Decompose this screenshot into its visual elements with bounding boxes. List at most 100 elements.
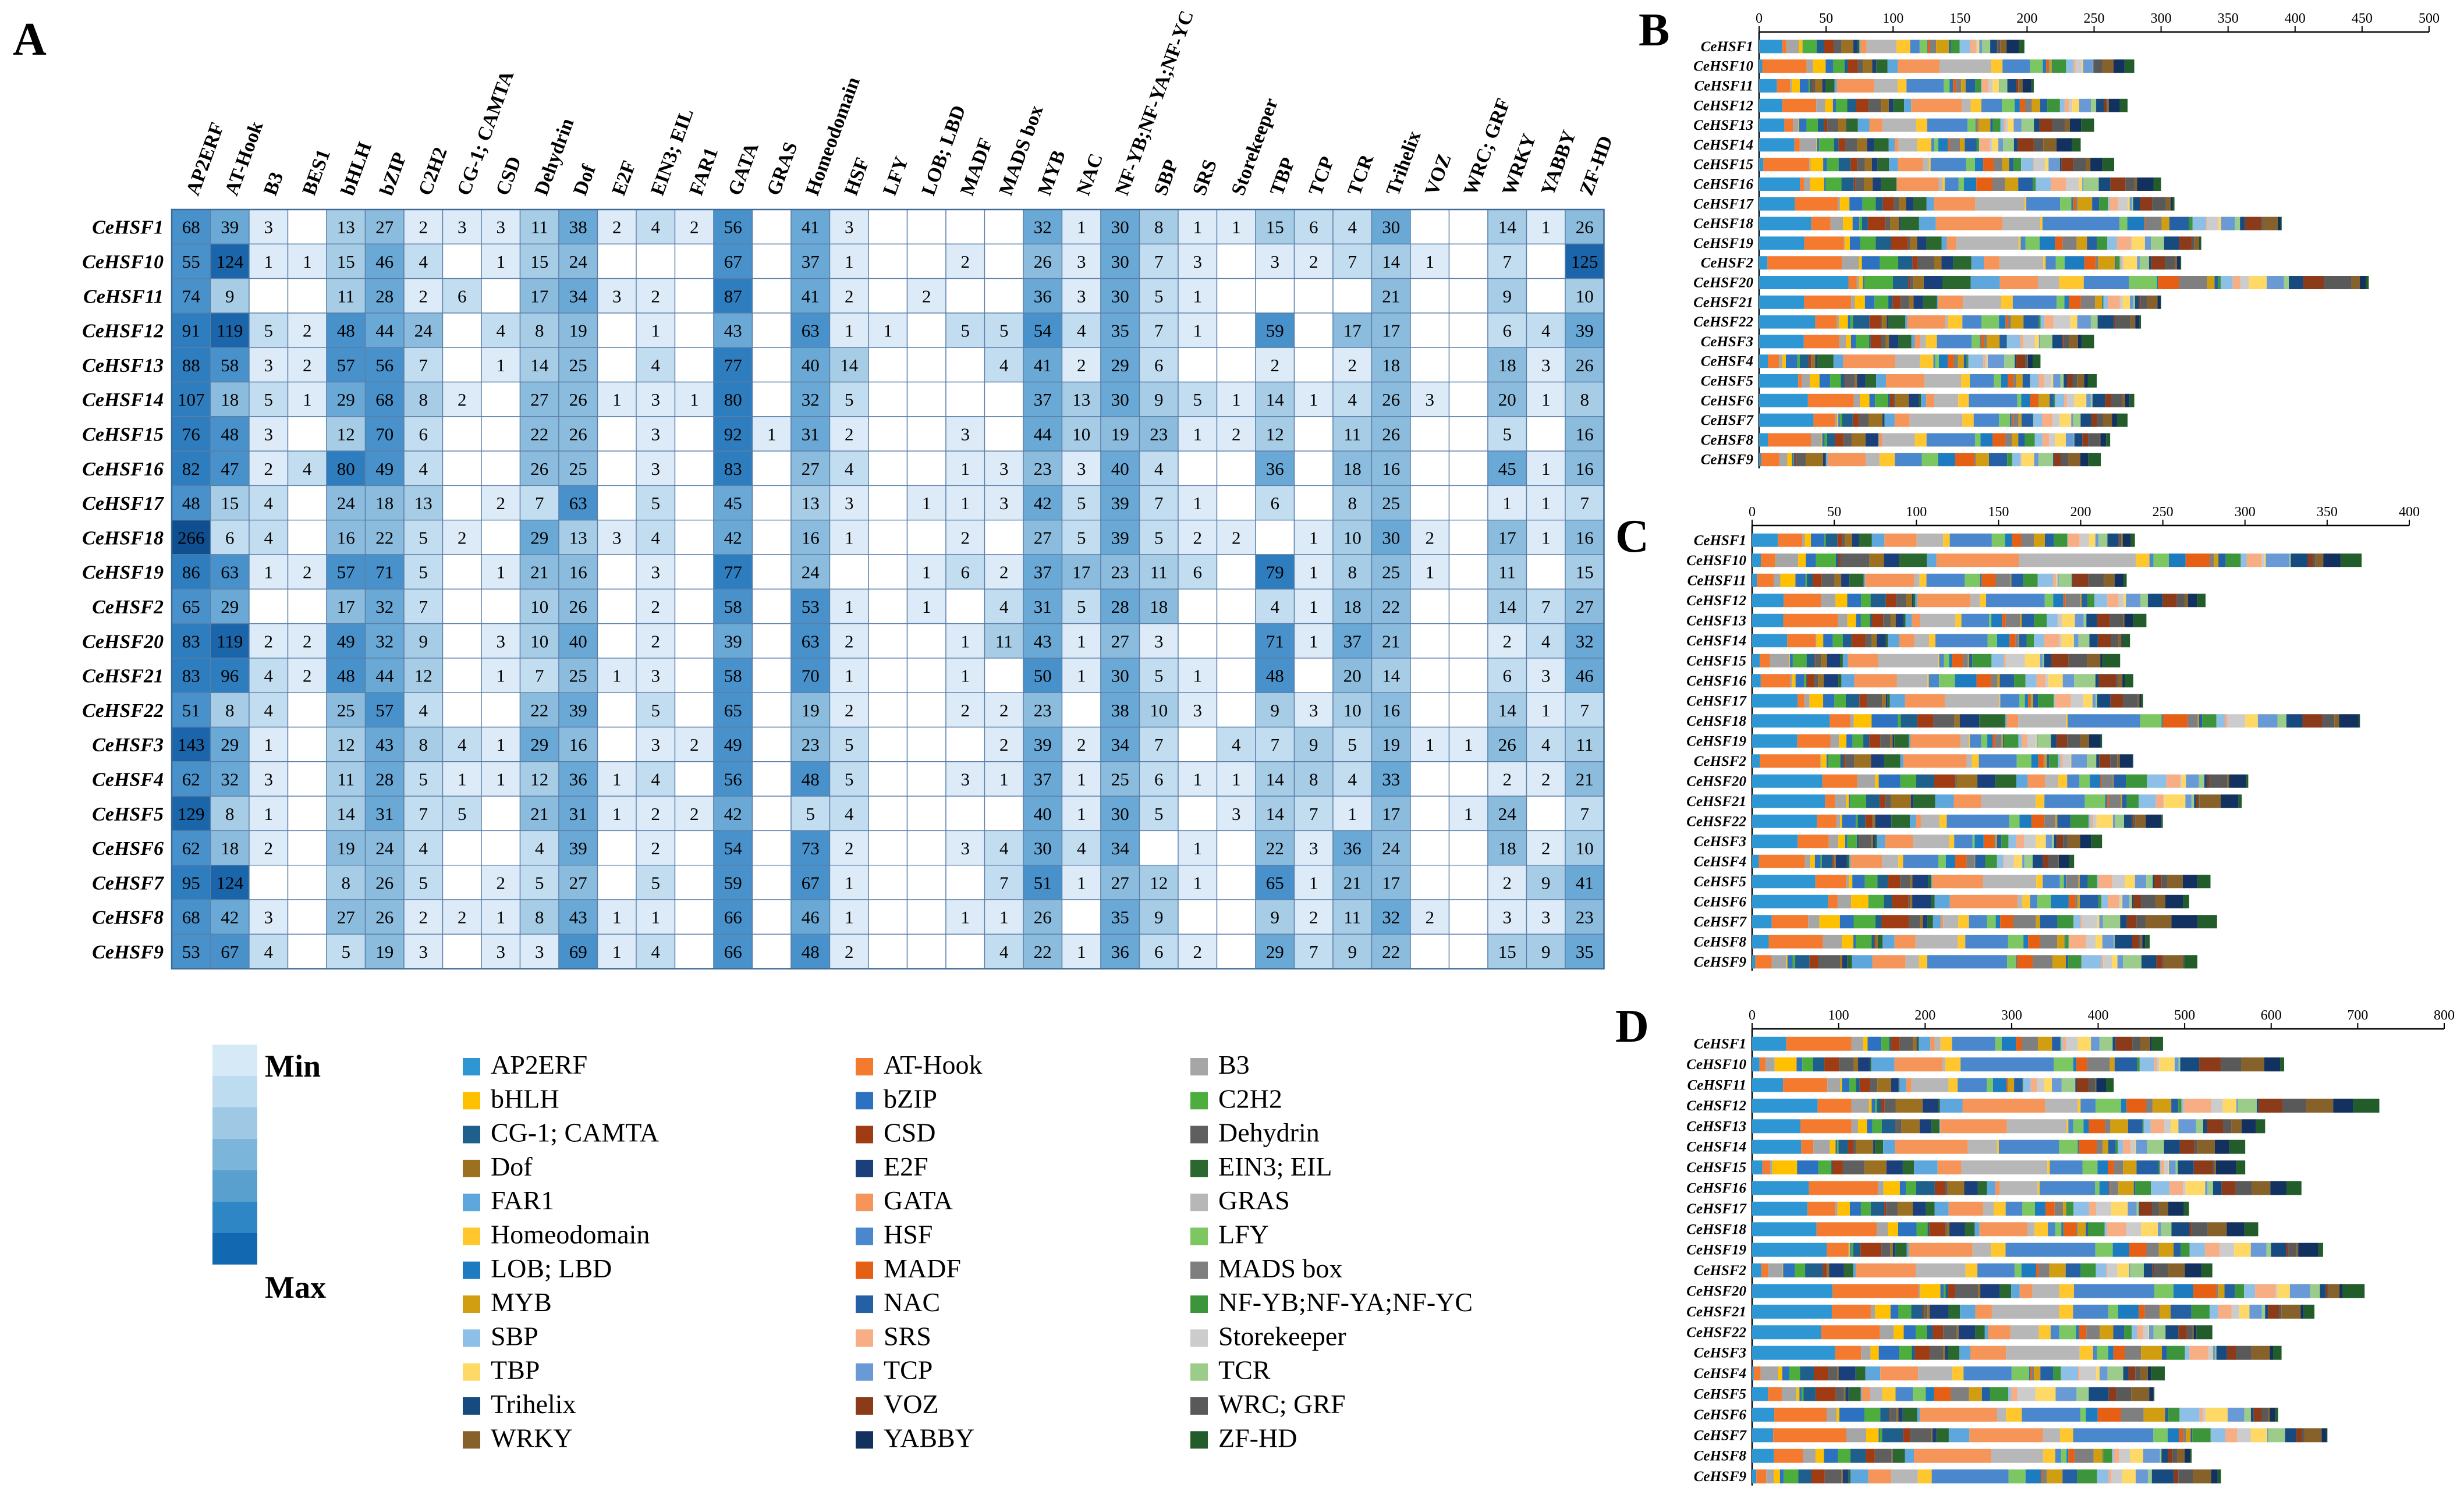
heatmap-cell-value: 37 [1343, 631, 1362, 651]
bar-segment [2005, 315, 2008, 329]
bar-segment [2136, 1160, 2159, 1175]
bar-segment [2080, 1098, 2096, 1113]
heatmap-cell-value: 67 [221, 942, 239, 962]
bar-segment [2077, 1139, 2079, 1154]
bar-segment [1874, 138, 1889, 152]
heatmap-cell [1448, 761, 1488, 797]
bar-segment [2161, 216, 2169, 230]
heatmap-cell-value: 1 [1309, 872, 1318, 893]
bar-segment [2218, 216, 2221, 230]
bar-segment [2021, 1036, 2038, 1051]
heatmap-cell-value: 11 [1576, 734, 1593, 755]
heatmap-col-label: TBP [1266, 155, 1299, 198]
bar-segment [1843, 236, 1845, 250]
bar-segment [2073, 433, 2075, 447]
bar-segment [1916, 1325, 1927, 1340]
heatmap-cell [1565, 830, 1605, 866]
heatmap-cell [674, 933, 714, 970]
heatmap-cell [1410, 416, 1450, 452]
bar-segment [1849, 1201, 1861, 1216]
heatmap-cell [636, 485, 676, 521]
bar-segment [1874, 935, 1876, 949]
bar-segment [2018, 177, 2033, 191]
bar-segment [1873, 835, 1875, 848]
bar-segment [2207, 1119, 2223, 1134]
bar-segment [1768, 935, 1823, 949]
heatmap-cell [364, 623, 405, 659]
heatmap-cell [829, 658, 869, 693]
bar-segment [2143, 1119, 2151, 1134]
bar-segment [2256, 1119, 2266, 1134]
bar-segment [2036, 734, 2038, 748]
bar-segment [2014, 1078, 2023, 1092]
bar-segment [2028, 694, 2030, 708]
bar-segment [1846, 875, 1849, 889]
bar-segment [1850, 1448, 1866, 1463]
heatmap-cell-value: 7 [1580, 493, 1590, 513]
bar-segment [2118, 674, 2123, 688]
bar-segment [1966, 754, 1972, 768]
heatmap-cell [287, 416, 327, 452]
heatmap-cell [1448, 381, 1488, 417]
bar-segment [2063, 335, 2069, 349]
bar-segment [2171, 915, 2198, 929]
bar-segment [1847, 613, 1856, 627]
bar-segment [1934, 1387, 1951, 1401]
bar-segment [1987, 1078, 1993, 1092]
bar-segment [1752, 1325, 1821, 1340]
heatmap-cell-value: 11 [1343, 907, 1361, 928]
bar-segment [2130, 533, 2135, 547]
legend-swatch [463, 1295, 480, 1313]
bar-segment [2072, 573, 2089, 587]
heatmap-cell-value: 6 [225, 527, 235, 548]
bar-segment [2098, 256, 2115, 270]
bar-segment [2207, 1222, 2227, 1237]
bar-segment [1804, 854, 1811, 868]
bar-segment [2122, 393, 2125, 407]
bar-segment [1999, 1284, 2012, 1298]
heatmap-cell [868, 554, 908, 590]
bar-segment [1752, 1036, 1786, 1051]
bar-segment [1840, 197, 1850, 211]
heatmap-cell-value: 18 [1343, 596, 1362, 617]
bar-segment [2036, 915, 2040, 929]
bar-segment [1878, 935, 1883, 949]
bar-segment [2360, 276, 2366, 289]
bar-segment [1954, 794, 1981, 808]
heatmap-cell-value: 32 [375, 596, 393, 617]
heatmap-cell [326, 520, 366, 555]
bar-segment [1891, 814, 1910, 828]
heatmap-cell-value: 6 [1309, 217, 1318, 237]
bar-segment [2225, 553, 2241, 567]
bar-segment [1856, 98, 1869, 112]
bar-segment [1898, 854, 1903, 868]
heatmap-cell [1023, 658, 1063, 693]
bar-segment [2112, 1036, 2116, 1051]
bar-segment [2039, 1181, 2096, 1195]
bar-segment [2126, 1098, 2147, 1113]
bar-category-label: CeHSF4 [1701, 354, 1753, 370]
bar-segment [2012, 433, 2019, 447]
bar-segment [1823, 935, 1842, 949]
bar-segment [1808, 915, 1820, 929]
bar-segment [1798, 835, 1829, 848]
heatmap-cell-value: 24 [375, 838, 394, 858]
bar-segment [1815, 315, 1837, 329]
bar-segment [2110, 1181, 2119, 1195]
heatmap-cell [1410, 933, 1450, 970]
heatmap-cell [868, 209, 908, 244]
bar-segment [2045, 1098, 2078, 1113]
heatmap-cell-value: 1 [1193, 872, 1203, 893]
heatmap-cell [906, 313, 946, 348]
heatmap-cell-value: 3 [651, 424, 661, 444]
bar-segment [1805, 1263, 1823, 1278]
bar-segment [1969, 915, 1987, 929]
bar-segment [2057, 835, 2064, 848]
bar-segment [2065, 594, 2080, 608]
bar-segment [2235, 1284, 2245, 1298]
bar-segment [1894, 413, 1910, 427]
heatmap-cell-value: 65 [724, 700, 742, 720]
bar-segment [1860, 613, 1870, 627]
bar-segment [1867, 694, 1882, 708]
bar-segment [2122, 674, 2125, 688]
